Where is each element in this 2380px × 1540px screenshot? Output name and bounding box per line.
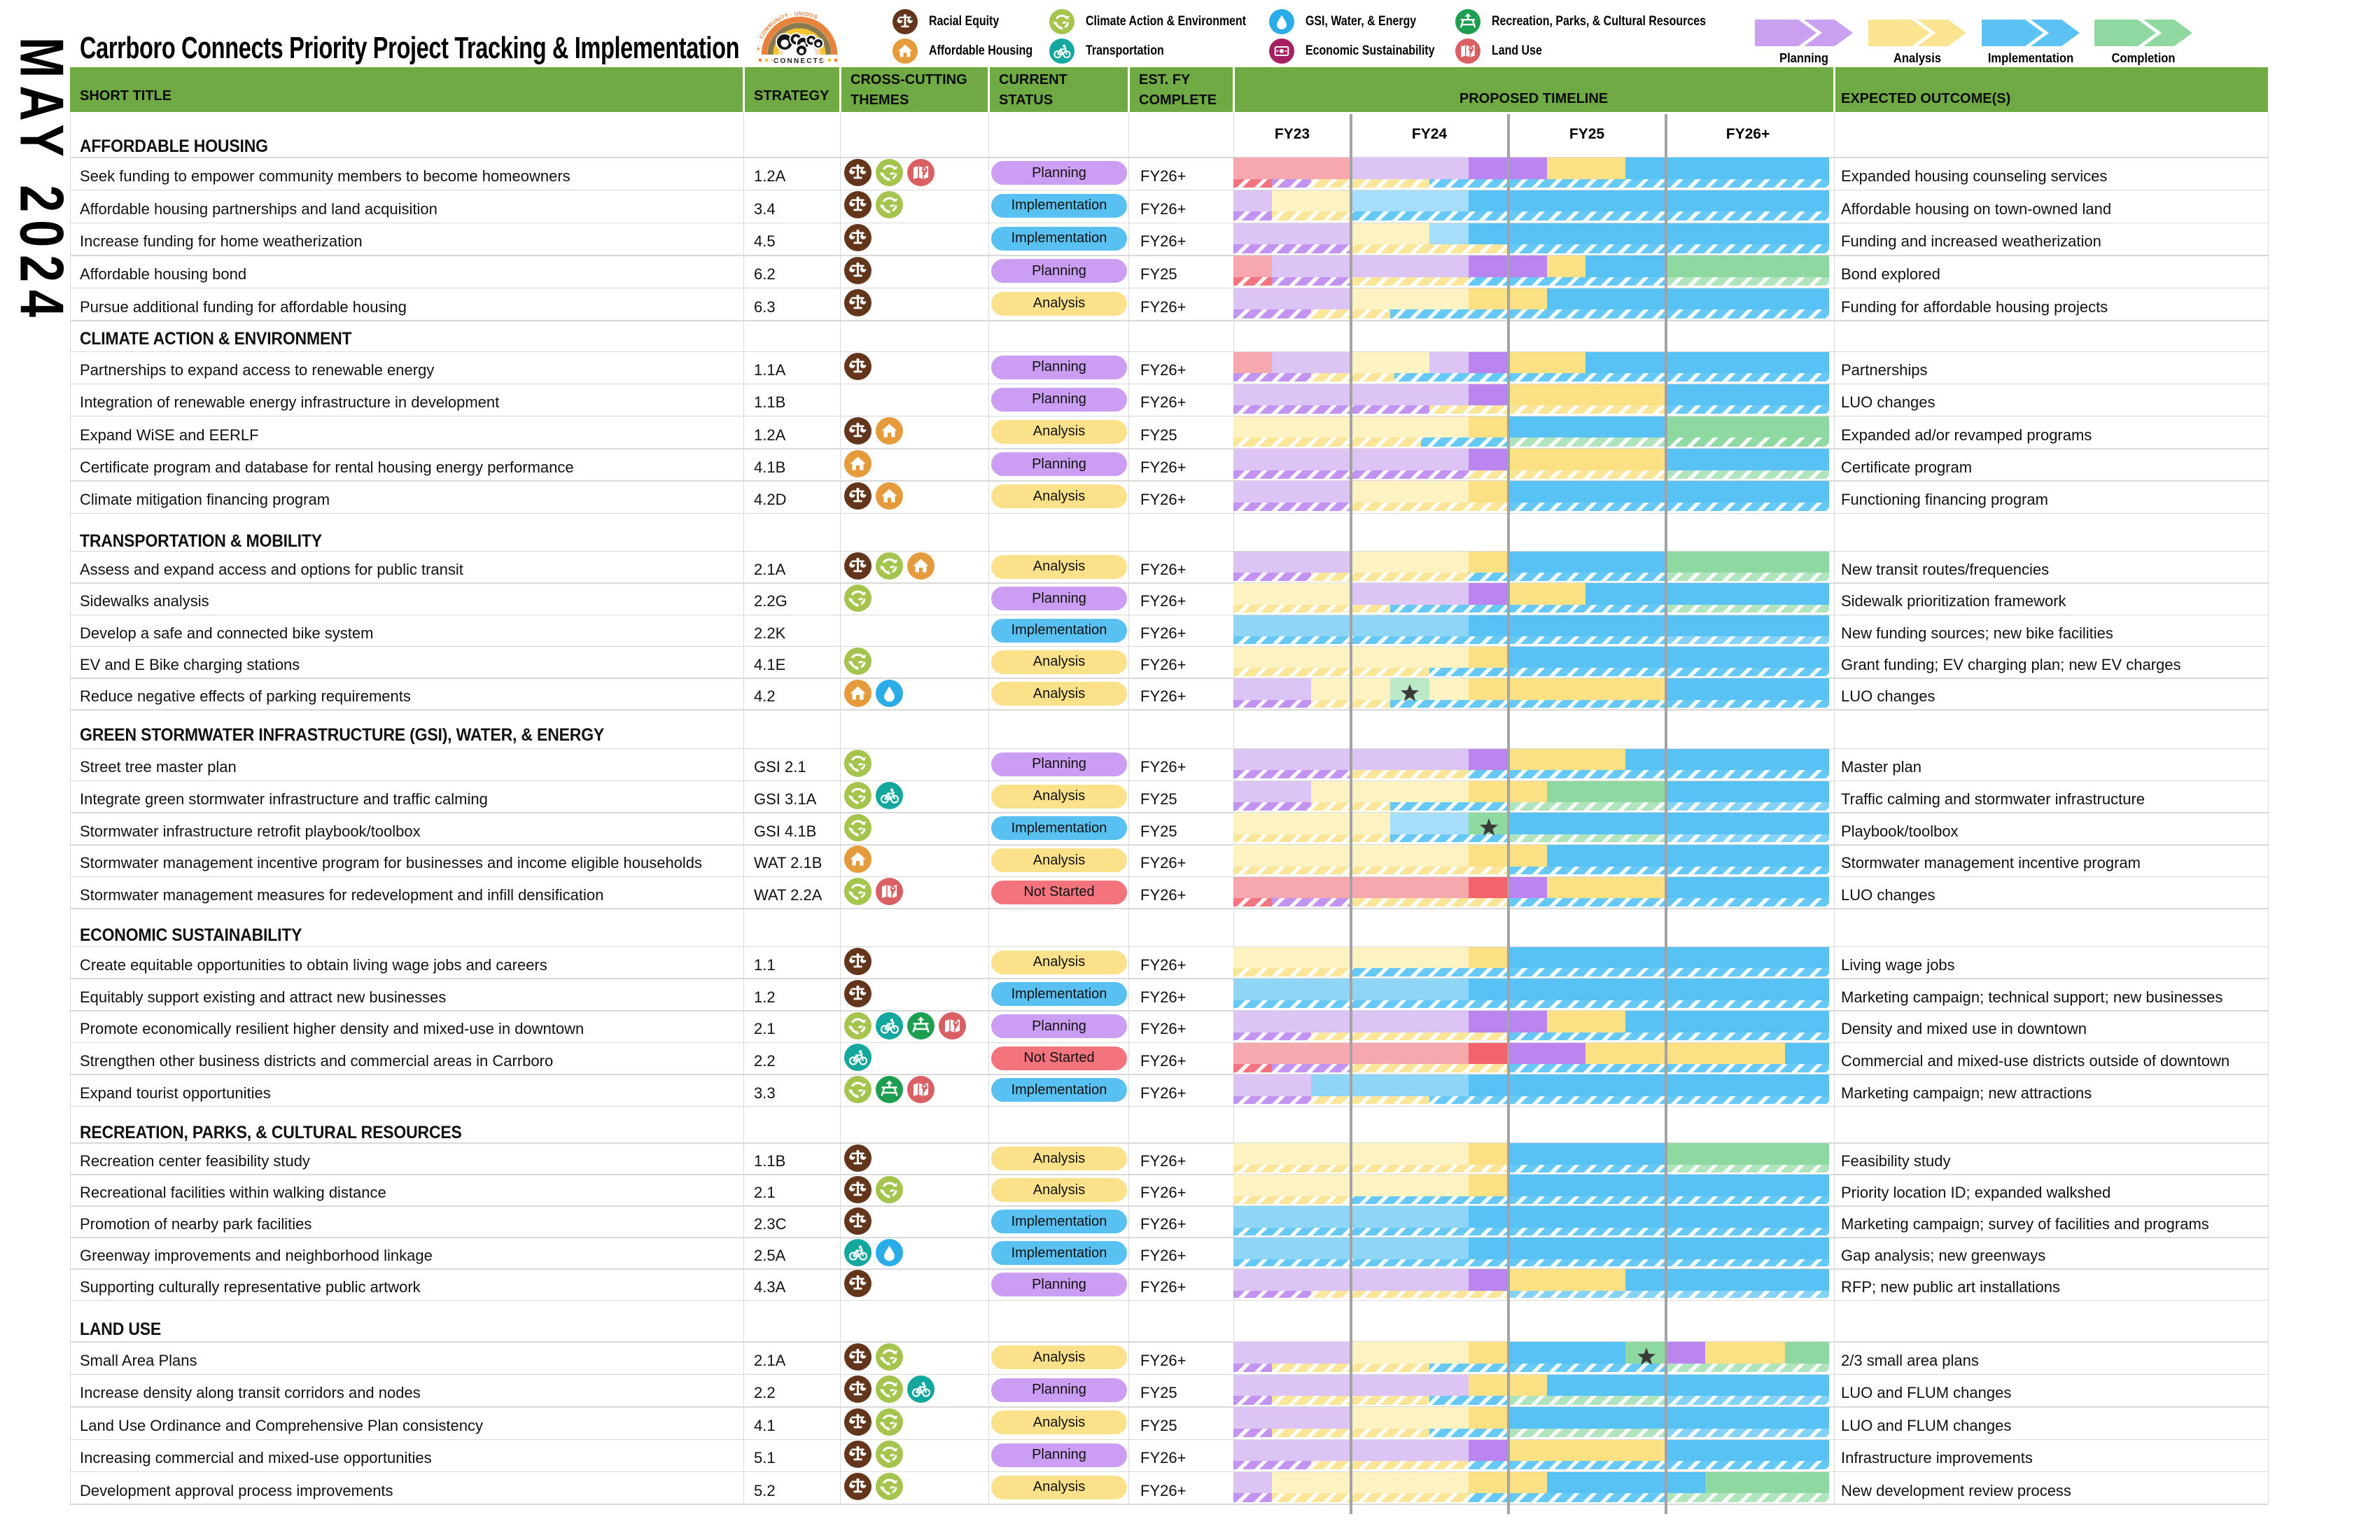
- svg-text:CONNECTS: CONNECTS: [774, 57, 825, 65]
